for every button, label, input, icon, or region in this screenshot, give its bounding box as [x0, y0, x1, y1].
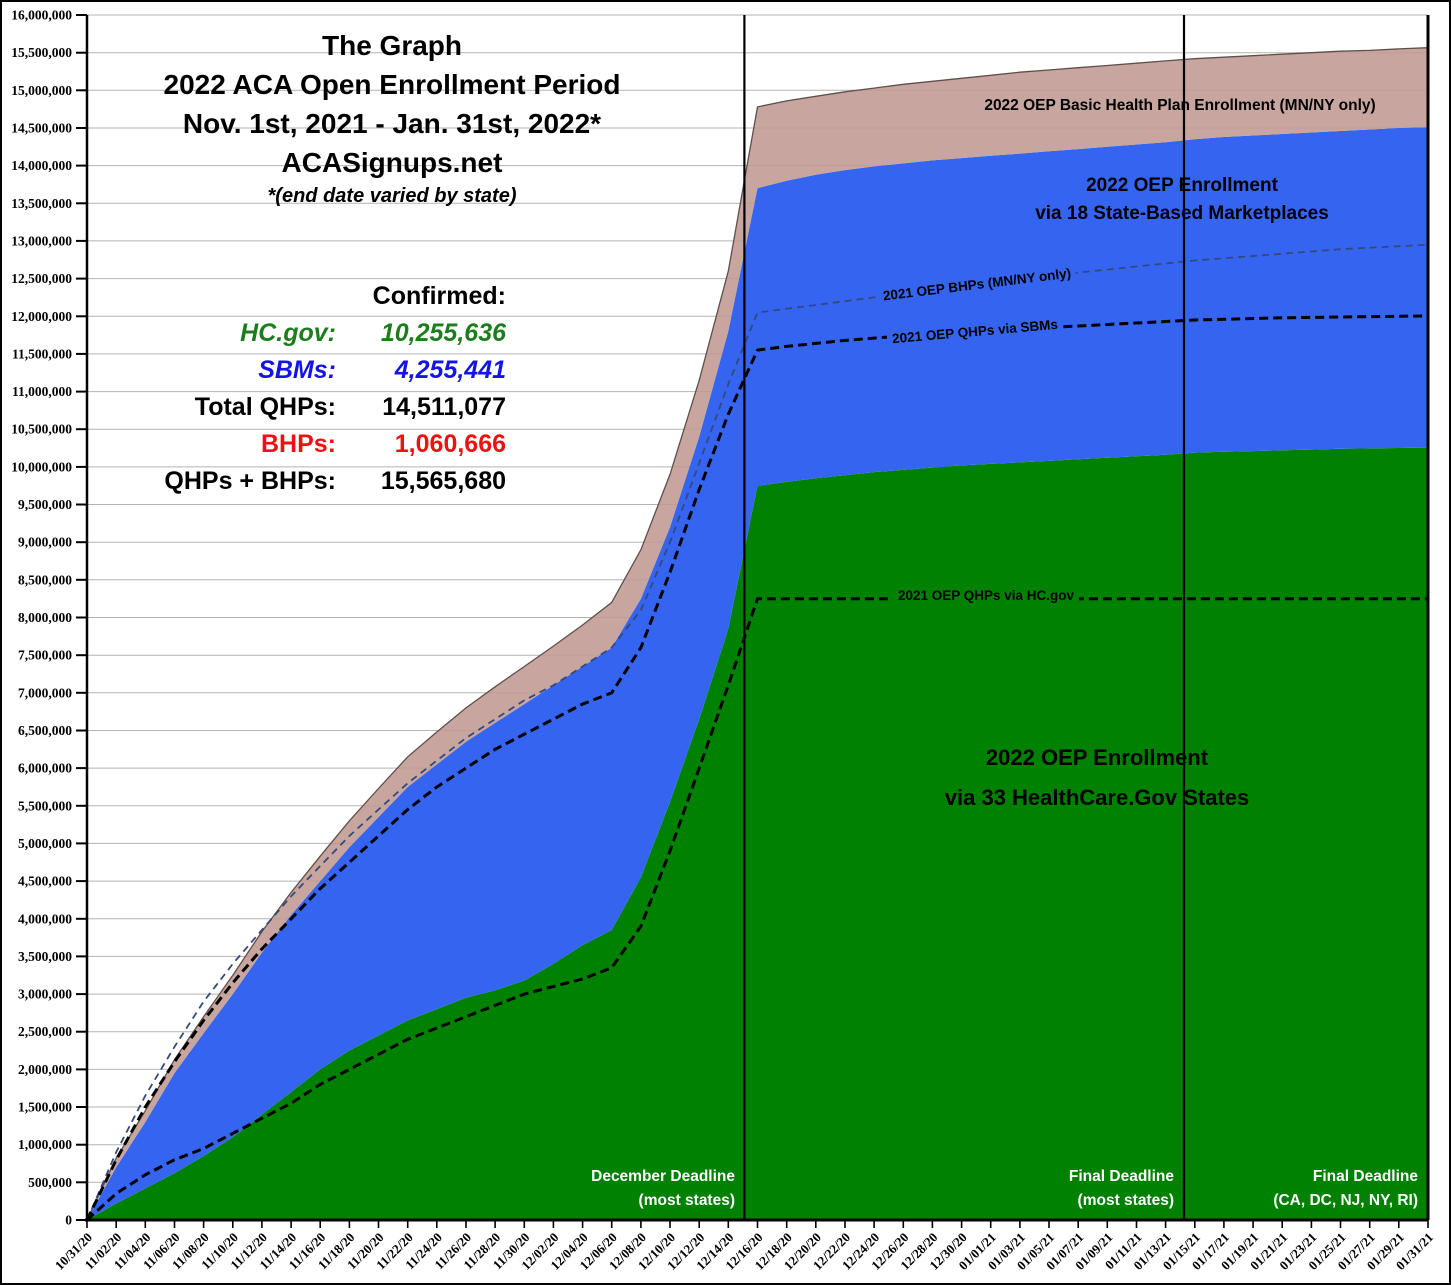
final-deadline-states-label: Final Deadline (CA, DC, NJ, NY, RI): [1273, 1165, 1418, 1213]
sbm-area-label: 2022 OEP Enrollment via 18 State-Based M…: [1035, 172, 1329, 228]
hcgov2021-dashed-line: [85, 597, 1428, 1222]
stat-value-bhps: 1,060,666: [394, 430, 506, 458]
stat-label-qhps-plus-bhps: QHPs + BHPs:: [164, 467, 336, 495]
stat-value-total-qhps: 14,511,077: [382, 393, 506, 421]
svg-text:10,500,000: 10,500,000: [11, 422, 72, 437]
stat-label-total-qhps: Total QHPs:: [194, 393, 336, 421]
svg-text:8,000,000: 8,000,000: [18, 610, 72, 625]
stat-value-sbms: 4,255,441: [394, 356, 506, 384]
final-deadline-most-line2: (most states): [1077, 1192, 1174, 1209]
title-site: ACASignups.net: [281, 147, 503, 178]
svg-text:12,000,000: 12,000,000: [11, 309, 72, 324]
hcgov-area-label-line1: 2022 OEP Enrollment: [985, 745, 1209, 770]
hcgov-area: [87, 447, 1428, 1221]
svg-text:12,500,000: 12,500,000: [11, 271, 72, 286]
svg-text:2,500,000: 2,500,000: [18, 1024, 72, 1039]
svg-text:16,000,000: 16,000,000: [11, 8, 72, 23]
sbm2021-dashed-line: [85, 314, 1429, 1221]
final-deadline-states-line1: Final Deadline: [1312, 1168, 1418, 1185]
svg-text:13,000,000: 13,000,000: [11, 233, 72, 248]
svg-text:3,000,000: 3,000,000: [18, 987, 72, 1002]
hcgov2021-line-label: 2021 OEP QHPs via HC.gov: [892, 588, 1080, 603]
svg-text:8,500,000: 8,500,000: [18, 572, 72, 587]
svg-text:7,000,000: 7,000,000: [18, 685, 72, 700]
svg-text:14,000,000: 14,000,000: [11, 158, 72, 173]
bhp-band-label: 2022 OEP Basic Health Plan Enrollment (M…: [984, 97, 1376, 114]
svg-text:11,000,000: 11,000,000: [12, 384, 72, 399]
reference-lines: [85, 243, 1429, 1222]
sbm-area: [87, 127, 1428, 1221]
hcgov-area-label: 2022 OEP Enrollment via 33 HealthCare.Go…: [945, 738, 1249, 818]
bhp-area-outline: [86, 47, 1429, 1221]
stat-label-sbms: SBMs:: [258, 356, 336, 384]
hcgov-area-label-line2: via 33 HealthCare.Gov States: [944, 785, 1250, 810]
sbm-area-label-line2: via 18 State-Based Marketplaces: [1035, 203, 1329, 224]
x-axis-labels: 10/31/2011/02/2011/04/2011/06/2011/08/20…: [52, 1220, 1436, 1273]
stat-value-hcgov: 10,255,636: [380, 319, 506, 347]
stat-value-qhps-plus-bhps: 15,565,680: [380, 467, 506, 495]
december-deadline-label: December Deadline (most states): [591, 1165, 735, 1213]
confirmed-stats: Confirmed: HC.gov: 10,255,636 SBMs: 4,25…: [130, 278, 506, 500]
final-deadline-most-label: Final Deadline (most states): [1069, 1165, 1174, 1213]
svg-text:15,500,000: 15,500,000: [11, 45, 72, 60]
december-deadline-line1: December Deadline: [591, 1168, 735, 1185]
title-footnote: *(end date varied by state): [267, 185, 517, 207]
title-period: 2022 ACA Open Enrollment Period: [163, 69, 621, 100]
svg-text:500,000: 500,000: [28, 1175, 72, 1190]
svg-text:1,000,000: 1,000,000: [18, 1137, 72, 1152]
svg-text:7,500,000: 7,500,000: [18, 648, 72, 663]
stat-label-bhps: BHPs:: [260, 430, 336, 458]
svg-text:11,500,000: 11,500,000: [12, 346, 72, 361]
svg-text:5,000,000: 5,000,000: [18, 836, 72, 851]
svg-text:10,000,000: 10,000,000: [11, 459, 72, 474]
svg-text:9,000,000: 9,000,000: [18, 535, 72, 550]
title-dates: Nov. 1st, 2021 - Jan. 31st, 2022*: [182, 108, 602, 139]
chart-title-block: The Graph 2022 ACA Open Enrollment Perio…: [77, 26, 707, 210]
svg-text:9,500,000: 9,500,000: [18, 497, 72, 512]
svg-text:13,500,000: 13,500,000: [11, 196, 72, 211]
bhp2021-dashed-line: [86, 243, 1429, 1221]
svg-text:2,000,000: 2,000,000: [18, 1062, 72, 1077]
confirmed-header-spacer: [130, 278, 336, 315]
svg-text:6,500,000: 6,500,000: [18, 723, 72, 738]
svg-text:14,500,000: 14,500,000: [11, 121, 72, 136]
december-deadline-line2: (most states): [638, 1192, 735, 1209]
final-deadline-most-line1: Final Deadline: [1068, 1168, 1174, 1185]
svg-text:5,500,000: 5,500,000: [18, 798, 72, 813]
final-deadline-states-line2: (CA, DC, NJ, NY, RI): [1273, 1192, 1418, 1209]
svg-text:4,500,000: 4,500,000: [18, 874, 72, 889]
svg-text:15,000,000: 15,000,000: [11, 83, 72, 98]
y-axis-labels: 0 500,000 1,000,000 1,500,000 2,000,000 2,500…: [11, 8, 87, 1228]
stacked-areas: [86, 47, 1429, 1221]
svg-text:0: 0: [65, 1213, 72, 1228]
svg-text:3,500,000: 3,500,000: [18, 949, 72, 964]
confirmed-header: Confirmed:: [372, 282, 506, 310]
svg-text:6,000,000: 6,000,000: [18, 761, 72, 776]
svg-text:1,500,000: 1,500,000: [18, 1100, 72, 1115]
page-title: The Graph: [321, 30, 462, 61]
stat-label-hcgov: HC.gov:: [240, 319, 336, 347]
svg-text:4,000,000: 4,000,000: [18, 911, 72, 926]
sbm-area-label-line1: 2022 OEP Enrollment: [1086, 175, 1278, 196]
